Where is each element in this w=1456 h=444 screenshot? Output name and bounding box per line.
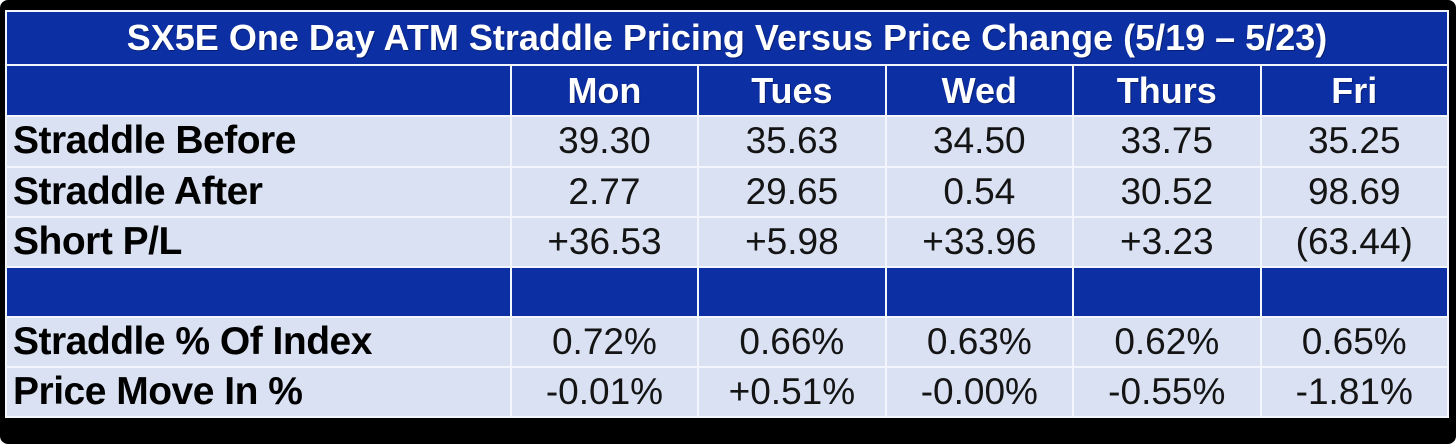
col-header-tues: Tues <box>697 64 887 118</box>
cell-price-move-fri: -1.81% <box>1259 365 1450 419</box>
row-label-straddle-pct-of-index: Straddle % Of Index <box>5 315 512 368</box>
spacer-cell-mon <box>509 265 700 318</box>
cell-straddle-pct-fri: 0.65% <box>1259 315 1450 368</box>
cell-straddle-after-mon: 2.77 <box>509 165 700 218</box>
cell-short-pl-wed: +33.96 <box>884 215 1075 268</box>
cell-short-pl-thurs: +3.23 <box>1072 215 1262 268</box>
cell-straddle-after-thurs: 30.52 <box>1072 165 1262 218</box>
spacer-cell-label <box>5 265 512 318</box>
cell-straddle-before-tues: 35.63 <box>697 115 887 168</box>
cell-straddle-after-wed: 0.54 <box>884 165 1075 218</box>
spacer-cell-fri <box>1259 265 1450 318</box>
cell-straddle-before-wed: 34.50 <box>884 115 1075 168</box>
cell-straddle-pct-thurs: 0.62% <box>1072 315 1262 368</box>
cell-short-pl-mon: +36.53 <box>509 215 700 268</box>
table-title: SX5E One Day ATM Straddle Pricing Versus… <box>5 9 1449 67</box>
col-header-thurs: Thurs <box>1072 64 1262 118</box>
cell-short-pl-fri: (63.44) <box>1259 215 1450 268</box>
spacer-cell-wed <box>884 265 1075 318</box>
cell-straddle-before-thurs: 33.75 <box>1072 115 1262 168</box>
col-header-wed: Wed <box>884 64 1075 118</box>
cell-straddle-after-tues: 29.65 <box>697 165 887 218</box>
row-label-price-move-pct: Price Move In % <box>5 365 512 419</box>
row-straddle-before: Straddle Before 39.30 35.63 34.50 33.75 … <box>5 115 1450 168</box>
row-short-pl: Short P/L +36.53 +5.98 +33.96 +3.23 (63.… <box>5 215 1450 268</box>
cell-price-move-mon: -0.01% <box>509 365 700 419</box>
col-header-mon: Mon <box>509 64 700 118</box>
cell-straddle-before-fri: 35.25 <box>1259 115 1450 168</box>
spacer-cell-tues <box>697 265 887 318</box>
cell-straddle-pct-wed: 0.63% <box>884 315 1075 368</box>
spacer-cell-thurs <box>1072 265 1262 318</box>
cell-price-move-thurs: -0.55% <box>1072 365 1262 419</box>
row-label-straddle-before: Straddle Before <box>5 115 512 168</box>
cell-straddle-after-fri: 98.69 <box>1259 165 1450 218</box>
cell-price-move-wed: -0.00% <box>884 365 1075 419</box>
row-straddle-pct-of-index: Straddle % Of Index 0.72% 0.66% 0.63% 0.… <box>5 315 1450 368</box>
row-label-straddle-after: Straddle After <box>5 165 512 218</box>
cell-straddle-pct-tues: 0.66% <box>697 315 887 368</box>
row-price-move-pct: Price Move In % -0.01% +0.51% -0.00% -0.… <box>5 365 1450 419</box>
table-title-row: SX5E One Day ATM Straddle Pricing Versus… <box>5 9 1449 67</box>
cell-short-pl-tues: +5.98 <box>697 215 887 268</box>
table-header-row: Mon Tues Wed Thurs Fri <box>5 64 1450 118</box>
straddle-pricing-table: SX5E One Day ATM Straddle Pricing Versus… <box>5 9 1450 419</box>
cell-straddle-before-mon: 39.30 <box>509 115 700 168</box>
cell-price-move-tues: +0.51% <box>697 365 887 419</box>
col-header-blank <box>5 64 512 118</box>
col-header-fri: Fri <box>1259 64 1450 118</box>
row-label-short-pl: Short P/L <box>5 215 512 268</box>
row-straddle-after: Straddle After 2.77 29.65 0.54 30.52 98.… <box>5 165 1450 218</box>
cell-straddle-pct-mon: 0.72% <box>509 315 700 368</box>
spacer-row <box>5 265 1450 318</box>
